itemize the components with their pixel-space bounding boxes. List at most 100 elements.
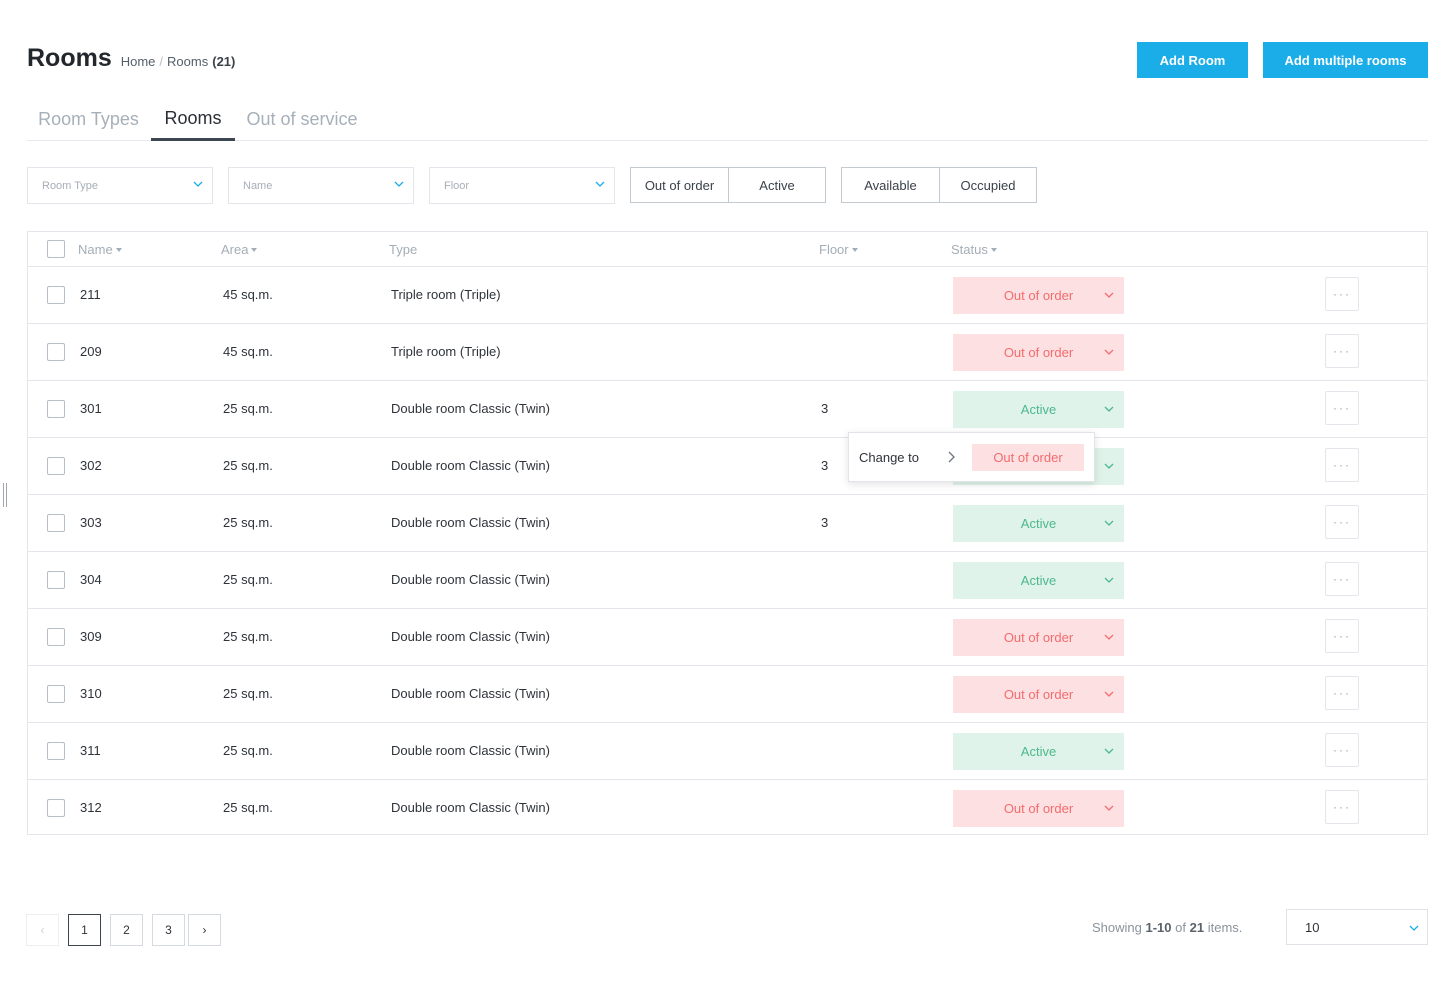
tab-bar: Room Types Rooms Out of service	[27, 98, 1428, 141]
tab-out-of-service[interactable]: Out of service	[246, 109, 358, 129]
segment-active[interactable]: Active	[728, 168, 825, 202]
room-floor: 3	[821, 515, 829, 530]
more-actions-button[interactable]: ···	[1325, 733, 1359, 767]
row-checkbox[interactable]	[47, 742, 65, 760]
row-checkbox[interactable]	[47, 685, 65, 703]
row-checkbox[interactable]	[47, 628, 65, 646]
chevron-down-icon	[1104, 577, 1114, 583]
segment-out-of-order[interactable]: Out of order	[644, 177, 715, 193]
showing-total: 21	[1189, 920, 1205, 935]
room-name: 209	[80, 344, 102, 359]
status-dropdown[interactable]: Out of order	[953, 676, 1124, 713]
row-checkbox[interactable]	[47, 571, 65, 589]
table-row: 209 45 sq.m. Triple room (Triple) Out of or…	[28, 324, 1427, 381]
table-row: 304 25 sq.m. Double room Classic (Twin) Act…	[28, 552, 1427, 609]
row-checkbox[interactable]	[47, 514, 65, 532]
rooms-table: Name Area Type Floor Status 211 45 sq.m. T…	[27, 231, 1428, 835]
tab-rooms[interactable]: Rooms	[151, 98, 235, 141]
page-3-button[interactable]: 3	[152, 914, 185, 946]
status-dropdown[interactable]: Out of order	[953, 790, 1124, 827]
sort-icon	[115, 247, 122, 252]
breadcrumb: Home / Rooms (21)	[121, 54, 236, 69]
prev-page-button[interactable]: ‹	[26, 914, 59, 946]
chevron-down-icon	[1104, 406, 1114, 412]
showing-of: of	[1175, 920, 1186, 935]
status-dropdown[interactable]: Out of order	[953, 619, 1124, 656]
page-2-button[interactable]: 2	[110, 914, 143, 946]
chevron-down-icon	[595, 181, 605, 187]
row-checkbox[interactable]	[47, 457, 65, 475]
status-dropdown[interactable]: Active	[953, 391, 1124, 428]
segment-available[interactable]: Available	[864, 177, 917, 193]
change-to-out-of-order-option[interactable]: Out of order	[972, 444, 1084, 471]
next-page-button[interactable]: ›	[188, 914, 221, 946]
room-type: Double room Classic (Twin)	[391, 401, 550, 416]
page-size-select[interactable]: 10	[1286, 909, 1428, 945]
page-1-button[interactable]: 1	[68, 914, 101, 946]
status-value: Active	[1020, 744, 1057, 759]
column-status-label: Status	[951, 242, 988, 257]
chevron-down-icon	[394, 181, 404, 187]
room-type: Double room Classic (Twin)	[391, 800, 550, 815]
add-multiple-rooms-button[interactable]: Add multiple rooms	[1263, 42, 1428, 78]
room-area: 45 sq.m.	[223, 287, 273, 302]
row-checkbox[interactable]	[47, 343, 65, 361]
status-dropdown[interactable]: Out of order	[953, 277, 1124, 314]
more-actions-button[interactable]: ···	[1325, 562, 1359, 596]
name-filter-placeholder: Name	[243, 179, 273, 192]
more-actions-button[interactable]: ···	[1325, 448, 1359, 482]
name-filter[interactable]: Name	[228, 167, 414, 204]
add-room-button[interactable]: Add Room	[1137, 42, 1248, 78]
chevron-down-icon	[1104, 805, 1114, 811]
column-area[interactable]: Area	[221, 242, 258, 257]
room-name: 302	[80, 458, 102, 473]
table-row: 310 25 sq.m. Double room Classic (Twin) Out…	[28, 666, 1427, 723]
row-checkbox[interactable]	[47, 799, 65, 817]
room-type-filter[interactable]: Room Type	[27, 167, 213, 204]
room-type: Double room Classic (Twin)	[391, 629, 550, 644]
column-floor-label: Floor	[819, 242, 849, 257]
row-checkbox[interactable]	[47, 400, 65, 418]
column-name[interactable]: Name	[78, 242, 122, 257]
room-name: 304	[80, 572, 102, 587]
column-floor[interactable]: Floor	[819, 242, 858, 257]
sort-icon	[851, 247, 858, 252]
status-dropdown[interactable]: Active	[953, 733, 1124, 770]
page-size-value: 10	[1305, 919, 1320, 935]
room-type: Double room Classic (Twin)	[391, 515, 550, 530]
table-body: 211 45 sq.m. Triple room (Triple) Out of or…	[28, 267, 1427, 836]
room-area: 25 sq.m.	[223, 515, 273, 530]
segment-occupied[interactable]: Occupied	[939, 168, 1036, 202]
status-value: Out of order	[1003, 687, 1074, 702]
floor-filter[interactable]: Floor	[429, 167, 615, 204]
room-area: 25 sq.m.	[223, 629, 273, 644]
room-area: 25 sq.m.	[223, 686, 273, 701]
status-segmented-control: Out of order Active	[630, 167, 826, 203]
status-dropdown[interactable]: Out of order	[953, 334, 1124, 371]
status-value: Out of order	[1003, 345, 1074, 360]
more-actions-button[interactable]: ···	[1325, 505, 1359, 539]
room-name: 309	[80, 629, 102, 644]
room-area: 25 sq.m.	[223, 401, 273, 416]
tab-room-types[interactable]: Room Types	[38, 109, 139, 129]
more-actions-button[interactable]: ···	[1325, 619, 1359, 653]
table-header: Name Area Type Floor Status	[28, 232, 1427, 267]
select-all-checkbox[interactable]	[47, 240, 65, 258]
room-type: Double room Classic (Twin)	[391, 743, 550, 758]
room-type-filter-placeholder: Room Type	[42, 179, 99, 192]
room-type: Double room Classic (Twin)	[391, 572, 550, 587]
resize-handle[interactable]	[3, 483, 7, 507]
status-dropdown[interactable]: Active	[953, 562, 1124, 599]
breadcrumb-home[interactable]: Home	[120, 54, 156, 69]
more-actions-button[interactable]: ···	[1325, 391, 1359, 425]
column-status[interactable]: Status	[951, 242, 997, 257]
room-name: 211	[80, 287, 101, 302]
breadcrumb-current: Rooms	[167, 54, 209, 69]
more-actions-button[interactable]: ···	[1325, 277, 1359, 311]
more-actions-button[interactable]: ···	[1325, 334, 1359, 368]
status-dropdown[interactable]: Active	[953, 505, 1124, 542]
row-checkbox[interactable]	[47, 286, 65, 304]
more-actions-button[interactable]: ···	[1325, 790, 1359, 824]
more-actions-button[interactable]: ···	[1325, 676, 1359, 710]
